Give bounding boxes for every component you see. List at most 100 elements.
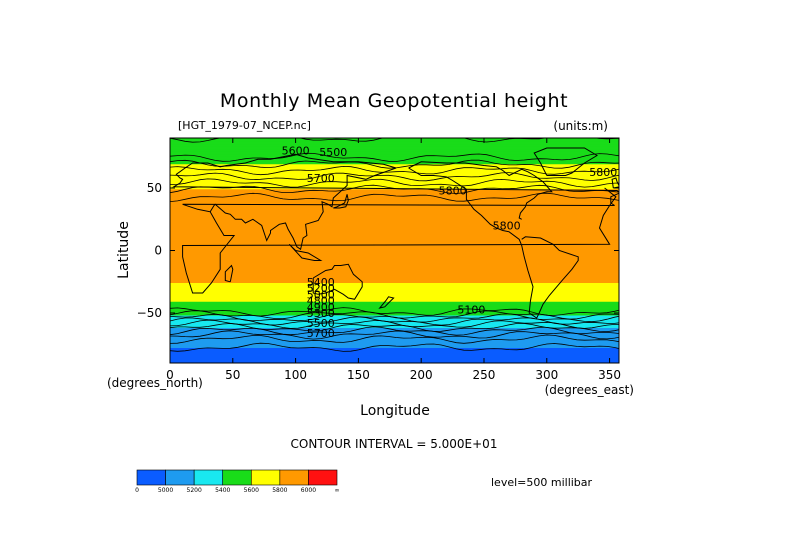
hgt-band (170, 226, 619, 229)
hgt-band (170, 228, 619, 230)
hgt-band (170, 198, 619, 200)
hgt-band (170, 341, 619, 344)
hgt-band (170, 245, 619, 248)
hgt-band (170, 301, 619, 304)
hgt-band (170, 260, 619, 263)
hgt-band (170, 315, 619, 318)
hgt-band (170, 219, 619, 222)
contour-line (170, 152, 619, 162)
hgt-band (170, 194, 619, 197)
hgt-band (170, 199, 619, 202)
chart-title: Monthly Mean Geopotential height (220, 90, 568, 112)
hgt-band (170, 310, 619, 313)
hgt-band (170, 239, 619, 242)
y-axis: 50 0 −50 (137, 181, 619, 320)
colorbar-swatch (193, 469, 224, 486)
hgt-band (170, 174, 619, 177)
hgt-band (170, 165, 619, 168)
hgt-band (170, 344, 619, 347)
hgt-band (170, 150, 619, 153)
colorbar-label: 5000 (158, 487, 173, 494)
contour-label: 5600 (282, 145, 310, 158)
contour-label: 4800 (307, 295, 335, 308)
hgt-band (170, 320, 619, 323)
hgt-band (170, 305, 619, 308)
hgt-band (170, 213, 619, 215)
colorbar-label: 5800 (272, 487, 287, 494)
hgt-band (170, 210, 619, 213)
hgt-band (170, 274, 619, 277)
hgt-band (170, 285, 619, 288)
hgt-band (170, 259, 619, 262)
contour-label: 5300 (307, 307, 335, 320)
hgt-band (170, 209, 619, 212)
colorbar-label: 6000 (301, 487, 316, 494)
coastline (288, 243, 323, 261)
colorbar-swatch (165, 469, 195, 486)
hgt-band (170, 154, 619, 157)
hgt-band (170, 331, 619, 334)
hgt-band (170, 346, 619, 349)
contour-label: 5200 (307, 282, 335, 295)
hgt-band (170, 328, 619, 330)
hgt-band (170, 238, 619, 240)
contour-label: 5500 (319, 146, 347, 159)
hgt-band (170, 309, 619, 312)
hgt-band (170, 356, 619, 359)
units-label: (units:m) (553, 119, 608, 133)
hgt-band (170, 186, 619, 189)
hgt-band (170, 286, 619, 289)
hgt-band (170, 281, 619, 284)
hgt-band (170, 269, 619, 272)
hgt-band (170, 156, 619, 159)
hgt-band (170, 338, 619, 340)
x-unit-label: (degrees_east) (545, 383, 634, 397)
hgt-band (170, 163, 619, 165)
hgt-band (170, 234, 619, 237)
hgt-band (170, 353, 619, 355)
hgt-band (170, 173, 619, 175)
y-tick-label: −50 (137, 306, 162, 320)
hgt-band (170, 343, 619, 345)
contour-line (170, 192, 619, 202)
hgt-band (170, 253, 619, 255)
hgt-band (170, 271, 619, 274)
contour-line (170, 307, 619, 317)
hgt-band (170, 334, 619, 337)
hgt-band (170, 148, 619, 150)
hgt-band (170, 189, 619, 192)
hgt-band (170, 280, 619, 283)
x-tick-label: 0 (166, 368, 174, 382)
x-tick-label: 50 (225, 368, 240, 382)
hgt-band (170, 201, 619, 204)
coastline (408, 161, 553, 220)
hgt-band (170, 144, 619, 147)
contour-line (170, 178, 619, 188)
hgt-band (170, 155, 619, 158)
dataset-label: [HGT_1979-07_NCEP.nc] (178, 119, 311, 132)
hgt-band (170, 138, 619, 140)
y-axis-title: Latitude (116, 221, 132, 279)
coastline (533, 147, 598, 176)
hgt-band (170, 181, 619, 184)
hgt-band (170, 275, 619, 278)
hgt-band (170, 326, 619, 329)
hgt-band (170, 304, 619, 307)
hgt-band (170, 184, 619, 187)
hgt-band (170, 323, 619, 325)
hgt-band (170, 195, 619, 198)
hgt-band (170, 205, 619, 208)
contour-interval: CONTOUR INTERVAL = 5.000E+01 (291, 437, 498, 451)
coastline (209, 167, 397, 251)
hgt-band (170, 171, 619, 174)
hgt-band (170, 290, 619, 293)
hgt-band (170, 178, 619, 180)
colorbar-label: 5400 (215, 487, 230, 494)
hgt-band (170, 295, 619, 298)
hgt-band (170, 220, 619, 223)
hgt-band (170, 291, 619, 294)
contour-line (170, 330, 619, 340)
hgt-band (170, 350, 619, 353)
hgt-band (170, 318, 619, 320)
hgt-band (170, 268, 619, 270)
